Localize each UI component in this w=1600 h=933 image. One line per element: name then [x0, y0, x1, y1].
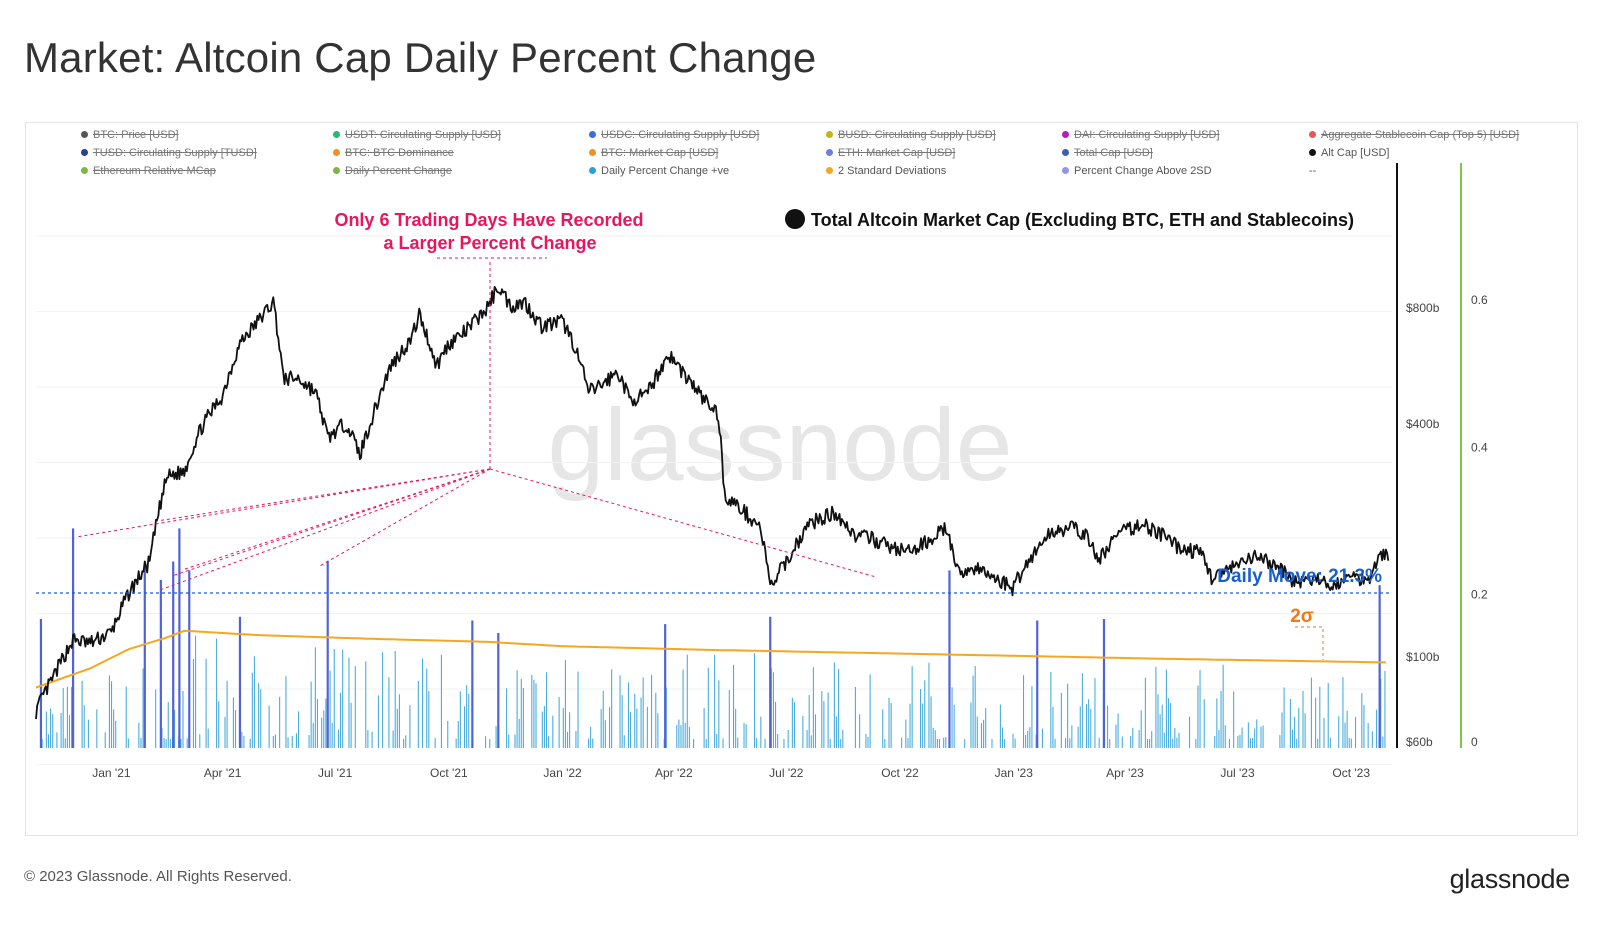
legend-label: BTC: Price [USD] [93, 129, 179, 141]
annotation-connector [181, 468, 491, 571]
legend-dot-icon [81, 167, 88, 174]
x-tick-label: Apr '22 [655, 766, 693, 780]
legend-label: USDC: Circulating Supply [USD] [601, 129, 760, 141]
legend-item[interactable]: Ethereum Relative MCap [81, 165, 216, 177]
y-right-tick-label: 0.6 [1471, 293, 1488, 307]
legend-label: BUSD: Circulating Supply [USD] [838, 129, 996, 141]
legend-dot-icon [333, 149, 340, 156]
legend-dot-icon [826, 167, 833, 174]
legend-dot-icon [333, 167, 340, 174]
x-tick-label: Jan '23 [995, 766, 1034, 780]
x-tick-label: Oct '23 [1332, 766, 1370, 780]
watermark: glassnode [547, 388, 1012, 502]
legend-item[interactable]: -- [1309, 165, 1316, 177]
x-tick-label: Apr '23 [1106, 766, 1144, 780]
y-right-tick-label: 0.4 [1471, 440, 1488, 454]
two-sd-line [35, 629, 1386, 689]
sigma-label: 2σ [1290, 606, 1314, 627]
legend-label: Alt Cap [USD] [1321, 147, 1390, 159]
x-tick-label: Apr '21 [204, 766, 242, 780]
legend-dot-icon [826, 131, 833, 138]
legend-dot-icon [81, 149, 88, 156]
legend-item[interactable]: BTC: Market Cap [USD] [589, 147, 718, 159]
legend-label: DAI: Circulating Supply [USD] [1074, 129, 1220, 141]
legend-label: BTC: Market Cap [USD] [601, 147, 719, 159]
legend-label: USDT: Circulating Supply [USD] [345, 129, 501, 141]
annotation-connector [75, 468, 491, 538]
legend-label: Total Cap [USD] [1074, 147, 1153, 159]
y-right-tick-label: 0.2 [1471, 588, 1488, 602]
legend-item[interactable]: BTC: Price [USD] [81, 129, 179, 141]
legend-item[interactable]: BUSD: Circulating Supply [USD] [826, 129, 996, 141]
legend-dot-icon [1062, 167, 1069, 174]
series-dot-icon [785, 209, 805, 229]
page-title: Market: Altcoin Cap Daily Percent Change [24, 34, 817, 81]
chart-panel [25, 122, 1578, 836]
daily-move-label: Daily Move: 21.3% [1217, 566, 1382, 587]
legend-label: 2 Standard Deviations [838, 165, 947, 177]
legend-item[interactable]: Daily Percent Change +ve [589, 165, 729, 177]
sigma-connector [1295, 626, 1324, 660]
legend-dot-icon [826, 149, 833, 156]
legend-item[interactable]: 2 Standard Deviations [826, 165, 946, 177]
copyright-footer: © 2023 Glassnode. All Rights Reserved. [24, 868, 292, 885]
y-right-tick-label: 0 [1471, 735, 1478, 749]
alt-cap-line [35, 286, 1390, 720]
annotation-connector [489, 468, 877, 578]
legend-item[interactable]: BTC: BTC Dominance [333, 147, 454, 159]
x-tick-label: Oct '21 [430, 766, 468, 780]
legend-dot-icon [589, 149, 596, 156]
legend-item[interactable]: Daily Percent Change [333, 165, 452, 177]
legend-label: Ethereum Relative MCap [93, 165, 216, 177]
legend-dot-icon [1062, 131, 1069, 138]
x-tick-label: Jan '21 [92, 766, 131, 780]
legend-dot-icon [1062, 149, 1069, 156]
legend-label: BTC: BTC Dominance [345, 147, 454, 159]
legend-item[interactable]: Aggregate Stablecoin Cap (Top 5) [USD] [1309, 129, 1519, 141]
annotation-connector [156, 468, 491, 522]
x-tick-label: Jul '22 [769, 766, 804, 780]
legend-dot-icon [333, 131, 340, 138]
legend-item[interactable]: TUSD: Circulating Supply [TUSD] [81, 147, 257, 159]
legend-label: Daily Percent Change +ve [601, 165, 730, 177]
annotation-text: a Larger Percent Change [383, 233, 596, 253]
y-left-tick-label: $400b [1406, 417, 1440, 431]
legend-item[interactable]: Percent Change Above 2SD [1062, 165, 1212, 177]
legend-item[interactable]: Alt Cap [USD] [1309, 147, 1389, 159]
annotation-connector [317, 468, 491, 568]
legend-dot-icon [81, 131, 88, 138]
legend-dot-icon [1309, 149, 1316, 156]
legend-dot-icon [589, 167, 596, 174]
legend-item[interactable]: USDT: Circulating Supply [USD] [333, 129, 501, 141]
brand-logo: glassnode [1449, 864, 1571, 894]
legend-label: Percent Change Above 2SD [1074, 165, 1212, 177]
legend-item[interactable]: USDC: Circulating Supply [USD] [589, 129, 759, 141]
legend-item[interactable]: Total Cap [USD] [1062, 147, 1153, 159]
annotation-text: Only 6 Trading Days Have Recorded [334, 210, 643, 230]
legend-item[interactable]: DAI: Circulating Supply [USD] [1062, 129, 1220, 141]
legend-label: Daily Percent Change [345, 165, 453, 177]
x-tick-label: Oct '22 [881, 766, 919, 780]
legend-label: TUSD: Circulating Supply [TUSD] [93, 147, 257, 159]
legend-label: ETH: Market Cap [USD] [838, 147, 956, 159]
legend-label: -- [1309, 165, 1317, 177]
legend-dot-icon [589, 131, 596, 138]
x-tick-label: Jul '21 [318, 766, 353, 780]
y-left-tick-label: $800b [1406, 301, 1440, 315]
legend-item[interactable]: ETH: Market Cap [USD] [826, 147, 955, 159]
series-label: Total Altcoin Market Cap (Excluding BTC,… [811, 210, 1354, 230]
y-left-tick-label: $100b [1406, 650, 1440, 664]
legend-label: Aggregate Stablecoin Cap (Top 5) [USD] [1321, 129, 1520, 141]
annotation-connector [159, 468, 491, 591]
x-tick-label: Jan '22 [543, 766, 582, 780]
y-left-tick-label: $60b [1406, 735, 1433, 749]
x-tick-label: Jul '23 [1220, 766, 1255, 780]
legend-dot-icon [1309, 131, 1316, 138]
